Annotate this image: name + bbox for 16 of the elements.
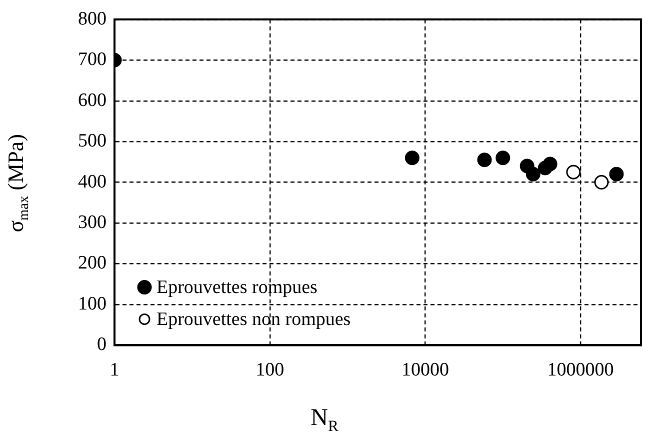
y-tick-label: 700 [78,49,106,70]
y-tick-label: 0 [97,334,106,356]
y-tick-label: 100 [78,293,106,314]
x-tick-label: 1 [110,360,120,381]
y-tick-label: 600 [78,90,106,111]
y-tick-label: 300 [78,212,106,234]
y-tick-label: 500 [78,130,106,152]
y-tick-label: 400 [78,171,106,192]
legend-label: Eprouvettes non rompues [156,309,351,330]
y-tick-label: 200 [78,252,106,274]
legend-label: Eprouvettes rompues [156,277,318,298]
x-tick-label: 1000000 [547,360,614,381]
x-tick-label: 10000 [401,360,449,381]
x-tick-label: 100 [256,360,284,381]
y-tick-label: 800 [78,8,106,30]
x-axis-title: N$_{R}$ [310,405,340,436]
